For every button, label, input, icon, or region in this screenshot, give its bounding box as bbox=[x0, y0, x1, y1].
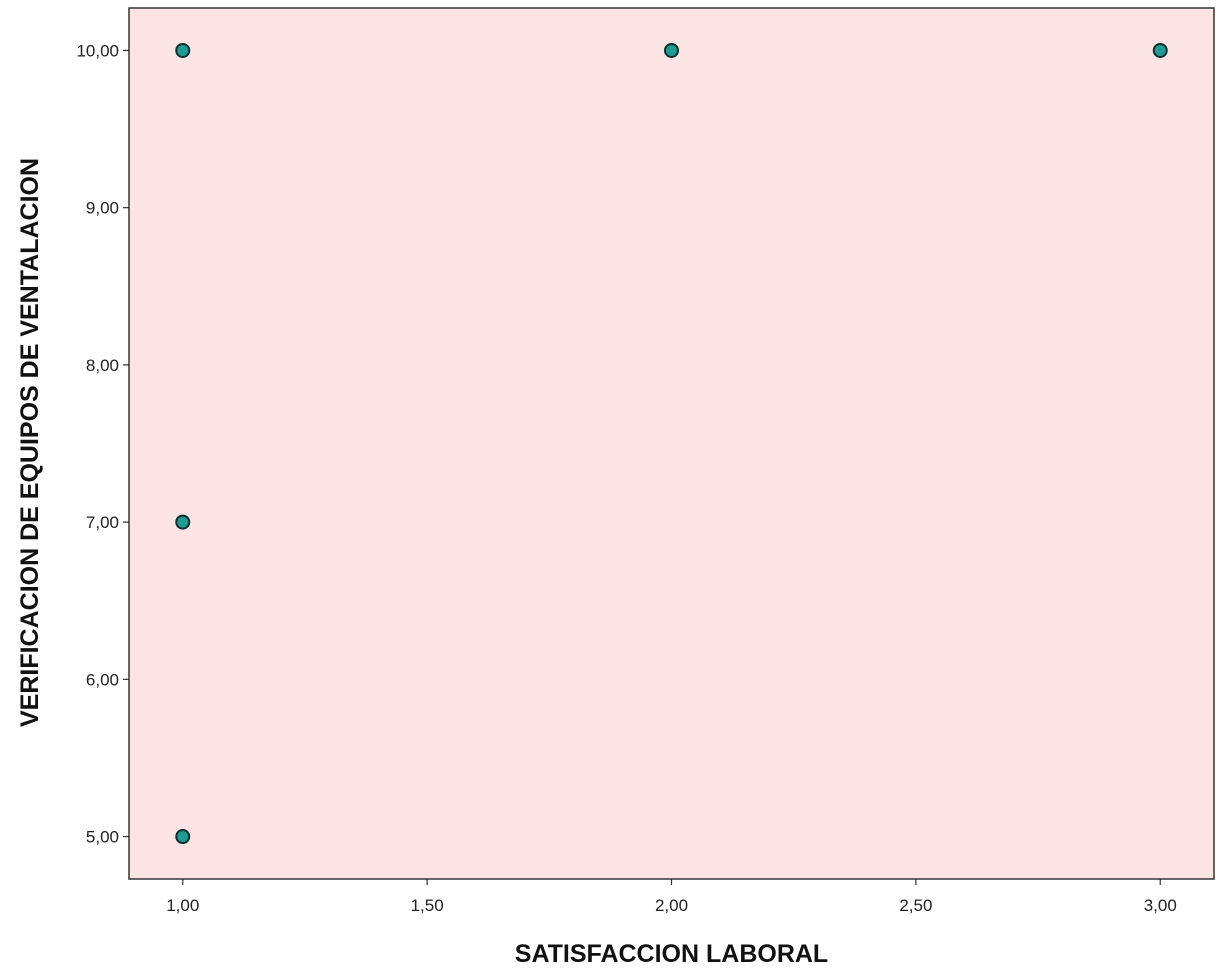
y-tick-label: 7,00 bbox=[86, 513, 119, 532]
x-tick-label: 2,50 bbox=[899, 896, 932, 915]
y-tick-label: 9,00 bbox=[86, 199, 119, 218]
y-tick-label: 8,00 bbox=[86, 356, 119, 375]
data-points bbox=[175, 42, 1168, 845]
data-point bbox=[664, 42, 679, 58]
plot-area bbox=[128, 7, 1215, 880]
x-axis: 1,00 1,50 2,00 2,50 3,00 bbox=[166, 879, 1177, 915]
data-point bbox=[175, 829, 191, 845]
data-point bbox=[1152, 42, 1168, 58]
y-tick-label: 6,00 bbox=[86, 670, 119, 689]
x-axis-title: SATISFACCION LABORAL bbox=[515, 940, 828, 968]
data-point bbox=[175, 514, 191, 530]
x-tick-label: 2,00 bbox=[655, 896, 688, 915]
y-tick-label: 10,00 bbox=[76, 41, 119, 60]
y-tick-label: 5,00 bbox=[86, 828, 119, 847]
data-point bbox=[175, 42, 191, 58]
x-tick-label: 1,00 bbox=[166, 896, 199, 915]
x-tick-label: 3,00 bbox=[1144, 896, 1177, 915]
x-tick-label: 1,50 bbox=[411, 896, 444, 915]
y-axis: 5,00 6,00 7,00 8,00 9,00 10,00 bbox=[76, 41, 129, 847]
y-axis-title: VERIFICACION DE EQUIPOS DE VENTALACION bbox=[16, 158, 44, 727]
